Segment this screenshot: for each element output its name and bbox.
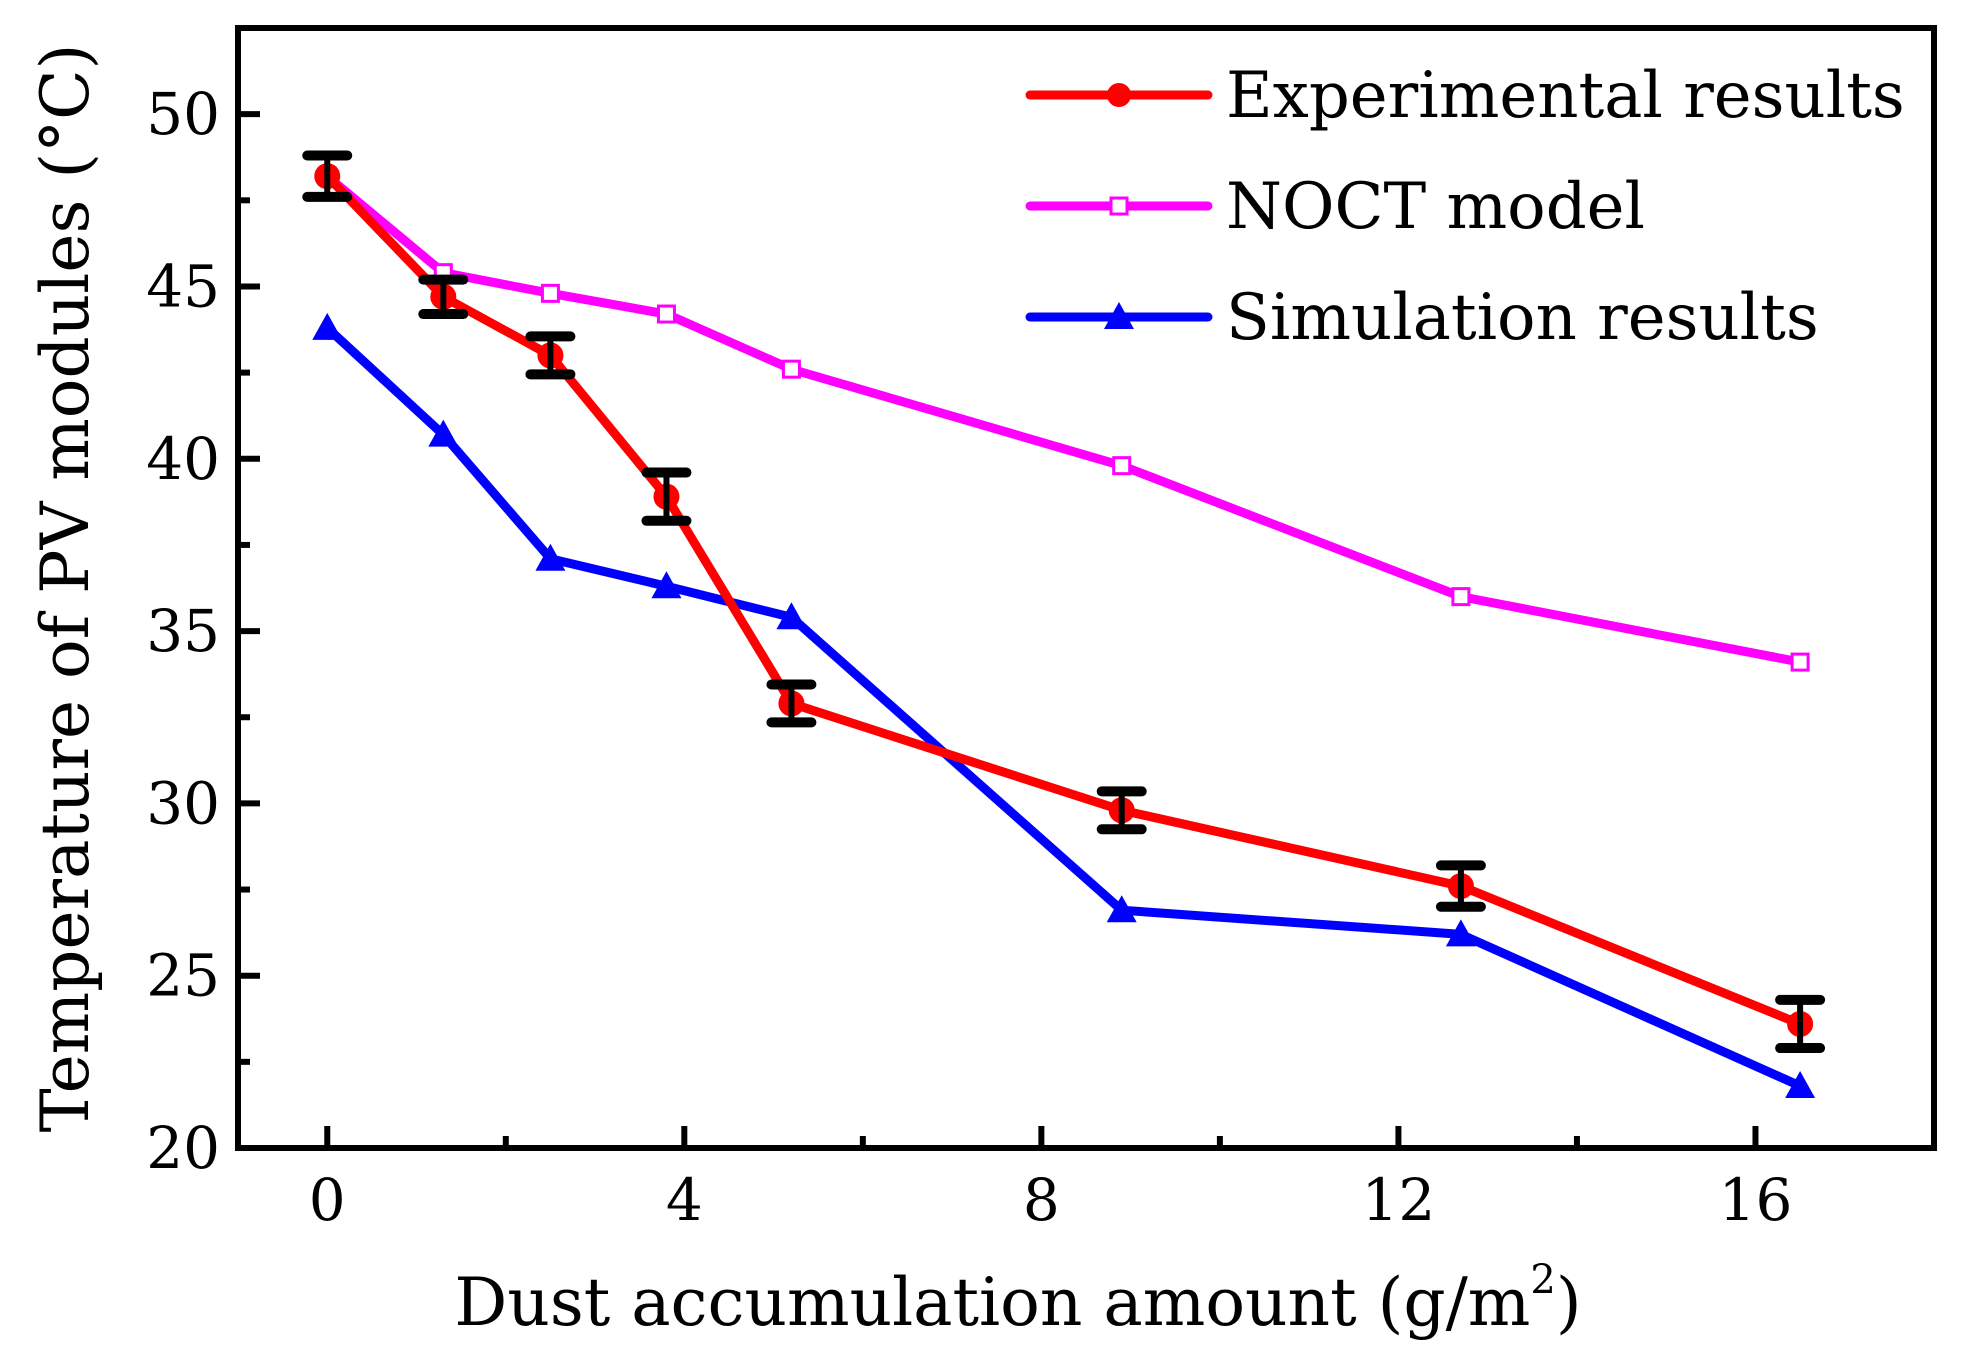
legend-item-noct-model: NOCT model bbox=[1025, 170, 1645, 244]
data-point-square bbox=[1790, 652, 1810, 672]
y-tick-label: 20 bbox=[146, 1114, 220, 1182]
error-bar bbox=[766, 679, 817, 728]
legend-item-experimental-results: Experimental results bbox=[1025, 59, 1905, 133]
x-tick-label: 16 bbox=[1719, 1166, 1793, 1234]
data-point-triangle bbox=[1106, 895, 1137, 923]
data-point-triangle bbox=[1445, 919, 1476, 947]
error-bar bbox=[1775, 994, 1826, 1054]
tick-labels: 0 4 8 12 16 20 25 30 35 40 45 50 bbox=[146, 80, 1792, 1234]
y-tick-label: 25 bbox=[146, 942, 220, 1010]
error-bar bbox=[641, 467, 692, 526]
series-simulation-results bbox=[312, 312, 1816, 1098]
error-bar bbox=[1096, 786, 1147, 835]
series-experimental-results bbox=[302, 150, 1826, 1054]
data-point-square bbox=[781, 359, 801, 379]
data-point-square bbox=[656, 304, 676, 324]
series-line bbox=[322, 323, 1805, 1091]
series-layer bbox=[302, 150, 1826, 1098]
data-point-triangle bbox=[428, 419, 459, 447]
error-bar bbox=[418, 274, 469, 320]
y-tick-label: 35 bbox=[146, 597, 220, 665]
error-bar bbox=[1435, 860, 1486, 912]
series-line bbox=[322, 171, 1805, 1029]
data-point-square bbox=[1112, 456, 1132, 476]
legend: Experimental results NOCT model Simulation… bbox=[1025, 59, 1905, 355]
y-tick-label: 45 bbox=[146, 252, 220, 320]
error-bar bbox=[302, 150, 353, 202]
data-point-square bbox=[540, 283, 560, 303]
data-point-triangle bbox=[1104, 302, 1134, 329]
data-point-triangle bbox=[1785, 1070, 1816, 1098]
data-point-square bbox=[1109, 196, 1129, 216]
y-axis-title: Temperature of PV modules (°C) bbox=[27, 44, 104, 1133]
legend-label: NOCT model bbox=[1226, 170, 1645, 244]
data-point-triangle bbox=[776, 602, 807, 630]
x-axis-title-sup: 2 bbox=[1530, 1257, 1555, 1303]
data-point-square bbox=[1451, 587, 1471, 607]
error-bar bbox=[525, 331, 576, 380]
series-line bbox=[322, 171, 1805, 667]
major-ticks bbox=[238, 111, 1759, 1151]
legend-label: Experimental results bbox=[1226, 59, 1905, 133]
y-tick-label: 30 bbox=[146, 769, 220, 837]
data-point-circle bbox=[1107, 83, 1131, 107]
y-tick-label: 40 bbox=[146, 425, 220, 493]
x-axis-title: Dust accumulation amount (g/m2) bbox=[454, 1257, 1581, 1341]
legend-label: Simulation results bbox=[1226, 281, 1819, 355]
legend-item-simulation-results: Simulation results bbox=[1025, 281, 1819, 355]
x-tick-label: 8 bbox=[1023, 1166, 1060, 1234]
minor-ticks bbox=[238, 197, 1580, 1148]
data-point-triangle bbox=[312, 312, 343, 340]
x-axis-title-main: Dust accumulation amount (g/m bbox=[454, 1264, 1530, 1341]
x-axis-title-suffix: ) bbox=[1556, 1264, 1582, 1341]
x-tick-label: 12 bbox=[1362, 1166, 1436, 1234]
data-point-triangle bbox=[651, 571, 682, 599]
y-tick-label: 50 bbox=[146, 80, 220, 148]
x-tick-label: 0 bbox=[309, 1166, 346, 1234]
data-point-triangle bbox=[535, 543, 566, 571]
x-tick-label: 4 bbox=[666, 1166, 703, 1234]
plot-frame bbox=[235, 25, 1937, 1151]
